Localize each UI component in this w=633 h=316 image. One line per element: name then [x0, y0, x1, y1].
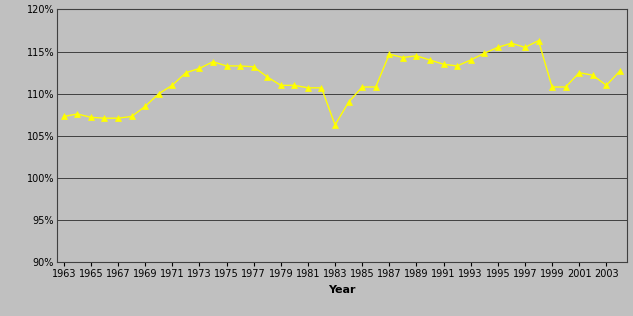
X-axis label: Year: Year: [328, 285, 356, 295]
